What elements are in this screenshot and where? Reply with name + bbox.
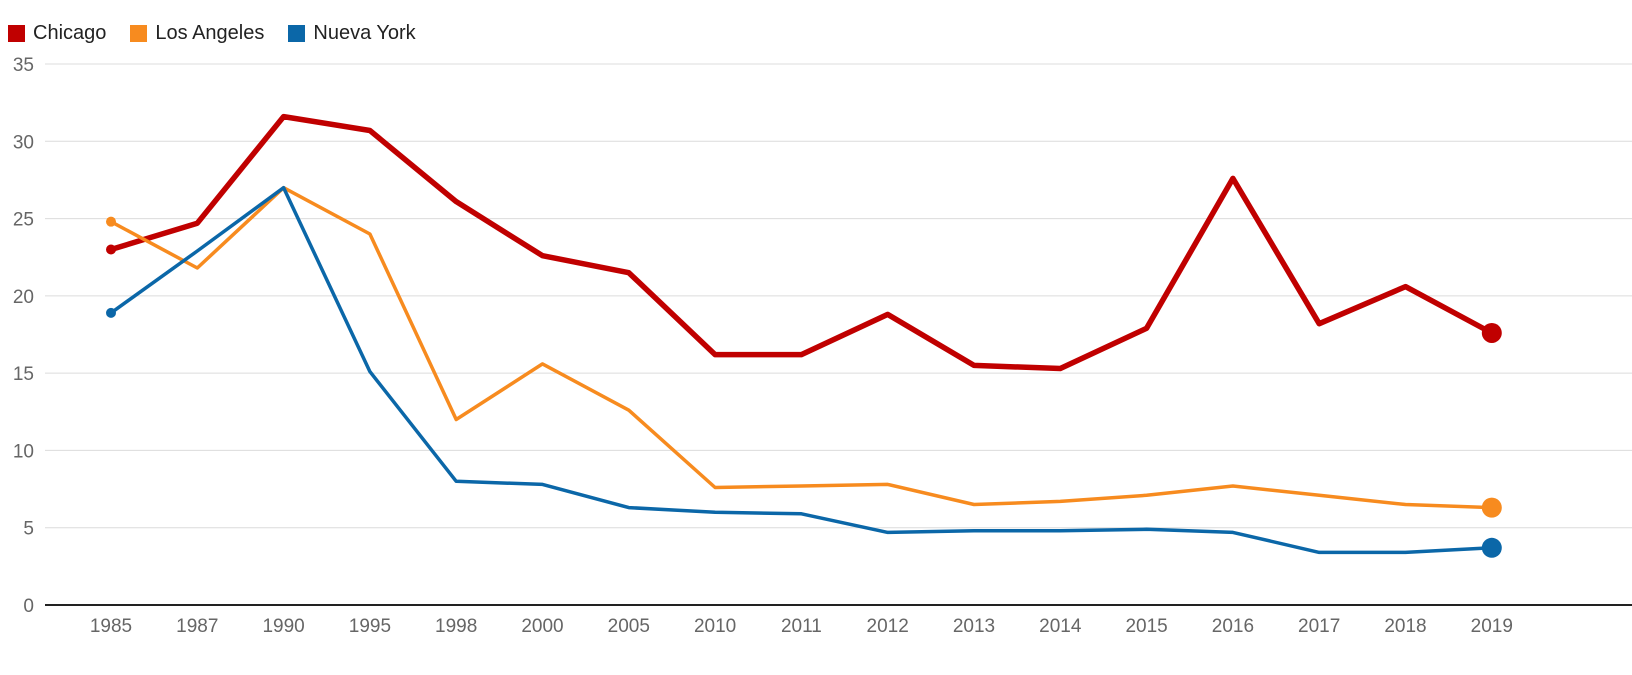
legend-item-chicago: Chicago [8, 22, 106, 45]
legend-item-nueva-york: Nueva York [288, 22, 416, 45]
start-point-nueva-york [106, 307, 116, 318]
x-tick-label-2016: 2016 [1212, 616, 1254, 637]
x-tick-label-1990: 1990 [262, 616, 304, 637]
series-line-los-angeles [109, 185, 1494, 510]
end-point-nueva-york [1481, 537, 1502, 558]
legend-label-los-angeles: Los Angeles [155, 22, 265, 44]
end-point-chicago [1481, 322, 1502, 343]
x-tick-label-2012: 2012 [867, 616, 909, 637]
y-tick-label-35: 35 [13, 55, 34, 76]
legend-label-chicago: Chicago [33, 22, 107, 44]
start-point-los-angeles [106, 216, 116, 227]
x-tick-label-2010: 2010 [694, 616, 736, 637]
x-tick-label-1998: 1998 [435, 616, 477, 637]
x-tick-label-2019: 2019 [1471, 616, 1513, 637]
x-tick-label-2013: 2013 [953, 616, 995, 637]
y-tick-label-30: 30 [13, 132, 34, 153]
y-tick-label-20: 20 [13, 287, 34, 308]
y-tick-label-10: 10 [13, 441, 34, 462]
y-tick-label-0: 0 [23, 596, 34, 617]
legend-swatch-chicago [8, 25, 25, 42]
x-tick-label-2018: 2018 [1384, 616, 1426, 637]
x-tick-label-2011: 2011 [781, 616, 822, 637]
legend-label-nueva-york: Nueva York [313, 22, 416, 44]
x-tick-label-1987: 1987 [176, 616, 218, 637]
y-tick-label-15: 15 [13, 364, 34, 385]
x-tick-label-2014: 2014 [1039, 616, 1082, 637]
x-tick-label-2005: 2005 [608, 616, 650, 637]
series-line-chicago [108, 113, 1495, 372]
x-tick-label-2017: 2017 [1298, 616, 1340, 637]
series-line-nueva-york [109, 185, 1494, 555]
x-tick-label-2015: 2015 [1125, 616, 1167, 637]
legend-item-los-angeles: Los Angeles [130, 22, 264, 45]
start-point-chicago [106, 244, 116, 255]
y-tick-label-5: 5 [23, 519, 34, 540]
legend-swatch-los-angeles [130, 25, 148, 42]
end-point-los-angeles [1481, 497, 1502, 518]
legend: Chicago Los Angeles Nueva York [8, 22, 440, 45]
y-tick-label-25: 25 [13, 210, 34, 231]
x-tick-label-1995: 1995 [349, 616, 391, 637]
x-tick-label-2000: 2000 [521, 616, 563, 637]
legend-swatch-nueva-york [288, 25, 306, 42]
x-tick-label-1985: 1985 [90, 616, 132, 637]
